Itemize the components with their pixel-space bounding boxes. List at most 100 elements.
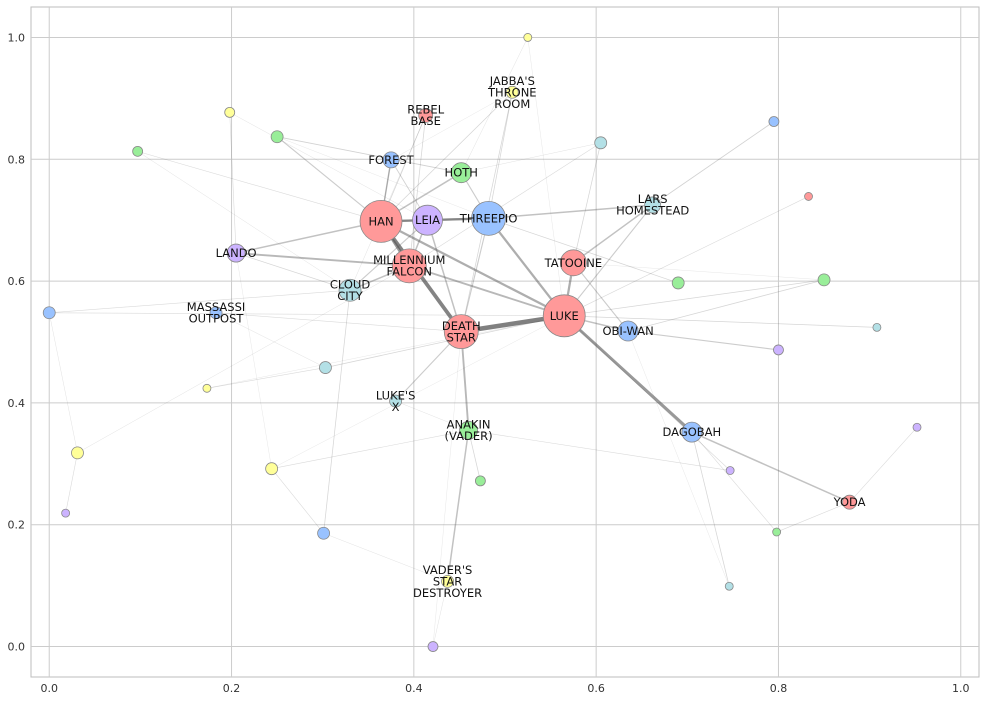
node-label-hoth: HOTH <box>445 166 478 180</box>
x-tick-label: 0.2 <box>223 682 241 695</box>
edge-hoth-n6 <box>461 142 601 173</box>
y-tick-label: 1.0 <box>8 31 26 44</box>
node-n23 <box>724 581 734 591</box>
edge-luke-lars <box>563 204 654 317</box>
edge-obiwan-n12 <box>627 330 780 351</box>
node-n6 <box>594 136 608 150</box>
grid <box>31 7 979 677</box>
node-n11 <box>872 322 882 332</box>
node-label-luke: LUKE <box>550 309 579 323</box>
edge-luke-n17 <box>271 315 565 469</box>
edge-n17-n21 <box>271 468 324 534</box>
edge-threepio-death_star <box>460 217 490 333</box>
edge-rebel_base-falcon <box>408 115 427 267</box>
edge-massassi-n13 <box>215 312 326 368</box>
node-label-massassi: MASSASSI OUTPOST <box>187 300 245 326</box>
edge-yoda-n15 <box>849 426 918 503</box>
edge-yoda-n22 <box>776 501 850 533</box>
edge-tatooine-n9 <box>573 262 825 281</box>
edge-death_star-n24 <box>432 331 462 647</box>
node-anakin <box>459 420 478 440</box>
edge-han-luke <box>379 220 566 317</box>
y-tick-label: 0.8 <box>8 153 26 166</box>
node-n24 <box>427 641 439 652</box>
node-n22 <box>772 527 782 537</box>
edge-n4-cloud_city <box>137 151 351 291</box>
node-n8 <box>671 276 685 290</box>
edge-lando-cloud_city <box>235 252 351 291</box>
edge-obiwan-n23 <box>627 330 730 587</box>
node-forest <box>382 151 400 169</box>
node-n12 <box>773 344 784 356</box>
node-n18 <box>725 466 735 475</box>
edge-lando-n17 <box>235 252 272 469</box>
node-n4 <box>132 145 144 157</box>
node-n21 <box>317 526 331 540</box>
node-n2 <box>224 106 236 118</box>
node-labels: HAN LEIA THREEPIO HOTH FOREST REBEL BASE JABBA'… <box>187 74 866 600</box>
edge-n21-vaders_sd <box>323 533 448 582</box>
node-lando <box>226 243 246 263</box>
edge-jabbas-threepio <box>488 91 513 219</box>
node-label-leia: LEIA <box>415 213 440 227</box>
node-label-vaders_sd: VADER'S STAR DESTROYER <box>413 563 482 600</box>
edge-han-lando <box>235 220 382 254</box>
edge-n17-anakin <box>271 430 469 469</box>
edge-threepio-lars <box>487 204 654 220</box>
edge-han-n3 <box>276 136 382 222</box>
node-label-dagobah: DAGOBAH <box>663 425 722 439</box>
edge-luke-dagobah <box>562 314 694 434</box>
node-vaders_sd <box>441 574 454 588</box>
node-label-obiwan: OBI-WAN <box>602 324 653 338</box>
node-n14 <box>202 383 212 393</box>
node-jabbas <box>505 85 519 99</box>
edge-lars-tatooine <box>572 204 654 264</box>
axis-ticks: 0.0 0.2 0.4 0.6 0.8 1.0 0.0 0.2 0.4 0.6 0.8 1.0 <box>8 31 970 695</box>
node-n20 <box>61 508 71 518</box>
plot-area <box>30 6 980 678</box>
node-label-jabbas: JABBA'S THRONE ROOM <box>487 74 537 111</box>
node-n19 <box>474 475 486 487</box>
edge-hoth-n3 <box>276 136 462 174</box>
node-label-lando: LANDO <box>216 246 257 260</box>
node-cloud_city <box>338 278 362 302</box>
edge-n10-cloud_city <box>48 289 351 314</box>
node-death_star <box>443 314 479 350</box>
y-tick-label: 0.6 <box>8 275 26 288</box>
x-tick-label: 1.0 <box>952 682 970 695</box>
edge-lars-n5 <box>652 121 775 206</box>
node-label-forest: FOREST <box>368 153 414 167</box>
node-lars <box>644 196 662 214</box>
node-label-cloud_city: CLOUD CITY <box>330 277 370 303</box>
node-n7 <box>804 192 813 201</box>
edge-forest-jabbas <box>390 92 513 161</box>
edge-n16-n20 <box>65 452 78 514</box>
edge-luke-n7 <box>563 196 809 317</box>
node-han <box>359 199 403 243</box>
edge-dagobah-n22 <box>691 431 777 533</box>
node-n15 <box>912 422 922 432</box>
edge-obiwan-n9 <box>627 279 825 332</box>
node-obiwan <box>617 320 639 342</box>
edge-n1-hoth <box>461 37 529 173</box>
node-n9 <box>817 273 831 287</box>
edge-dagobah-yoda <box>691 431 851 503</box>
node-label-threepio: THREEPIO <box>459 211 518 225</box>
edge-n10-n16 <box>49 312 78 454</box>
node-n1 <box>523 33 533 42</box>
edge-jabbas-han <box>380 91 513 222</box>
node-luke <box>542 294 586 338</box>
edge-threepio-n8 <box>488 217 679 284</box>
node-n13 <box>319 361 332 374</box>
edge-n14-luke <box>206 315 565 389</box>
node-n3 <box>270 130 284 144</box>
edge-n3-threepio <box>276 136 489 219</box>
edge-luke-n18 <box>563 315 731 471</box>
node-label-falcon: MILLENNIUM FALCON <box>373 253 445 279</box>
node-label-death_star: DEATH STAR <box>442 319 481 345</box>
node-hoth <box>450 162 472 184</box>
x-tick-label: 0.4 <box>405 682 423 695</box>
edge-n21-cloud_city <box>323 289 351 534</box>
node-massassi <box>209 306 223 320</box>
